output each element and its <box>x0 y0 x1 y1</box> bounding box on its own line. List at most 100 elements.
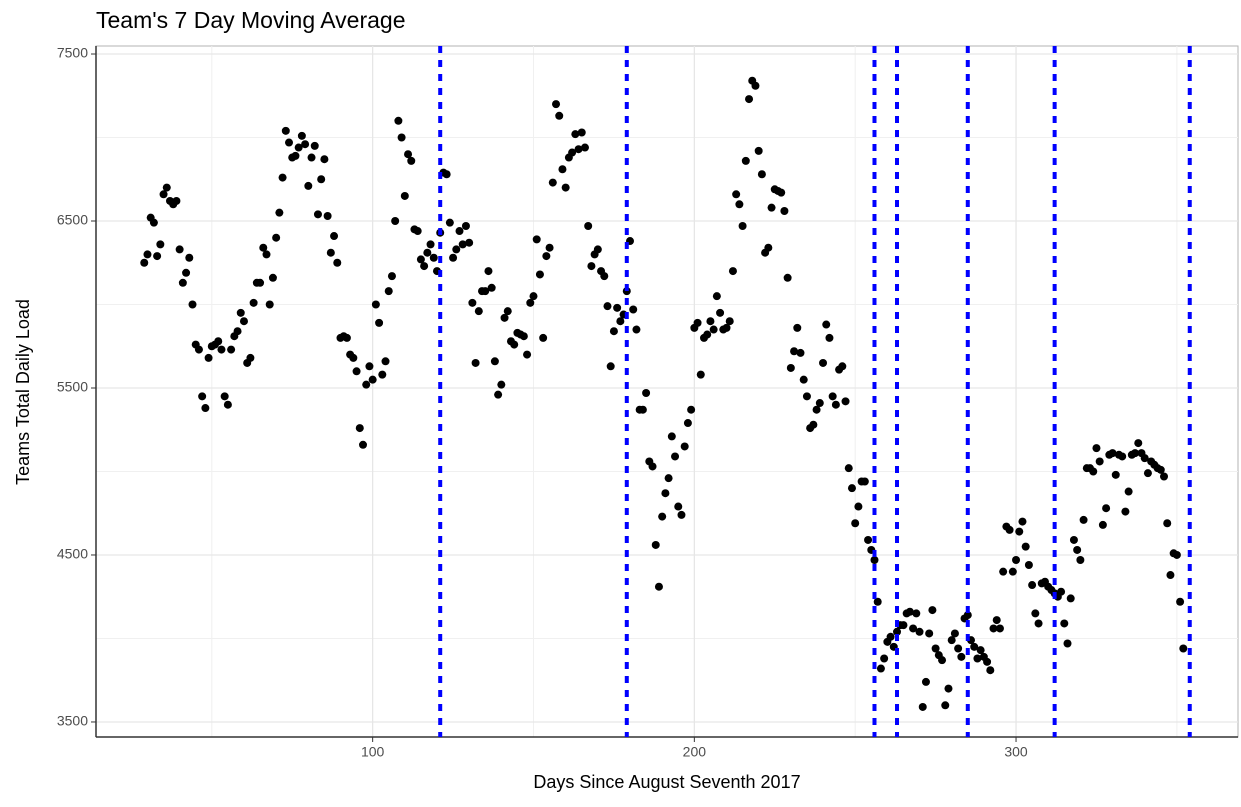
point <box>915 627 924 636</box>
point <box>825 333 834 342</box>
point <box>1092 444 1101 453</box>
point <box>214 337 223 346</box>
point <box>429 253 438 262</box>
point <box>947 636 956 645</box>
point <box>722 323 731 332</box>
point <box>941 701 950 710</box>
point <box>584 222 593 231</box>
x-tick-label: 300 <box>1004 744 1028 760</box>
point <box>1140 454 1149 463</box>
plot-background <box>95 45 1239 738</box>
point <box>706 317 715 326</box>
point <box>182 268 191 277</box>
point <box>188 300 197 309</box>
point <box>571 130 580 139</box>
point <box>297 131 306 140</box>
point <box>1015 527 1024 536</box>
point <box>983 657 992 666</box>
point <box>754 146 763 155</box>
point <box>1163 519 1172 528</box>
point <box>638 405 647 414</box>
point <box>217 345 226 354</box>
point <box>905 607 914 616</box>
point <box>629 305 638 314</box>
point <box>651 540 660 549</box>
point <box>172 196 181 205</box>
point <box>449 253 458 262</box>
x-tick-label: 100 <box>361 744 385 760</box>
point <box>745 95 754 104</box>
y-tick-label: 7500 <box>57 45 88 61</box>
point <box>680 442 689 451</box>
point <box>481 287 490 296</box>
point <box>732 190 741 199</box>
point <box>664 474 673 483</box>
point <box>658 512 667 521</box>
point <box>1018 517 1027 526</box>
point <box>198 392 207 401</box>
point <box>1008 567 1017 576</box>
point <box>751 81 760 90</box>
point <box>397 133 406 142</box>
point <box>474 307 483 316</box>
point <box>500 313 509 322</box>
point <box>552 100 561 109</box>
point <box>642 389 651 398</box>
point <box>616 317 625 326</box>
point <box>542 252 551 261</box>
point <box>452 245 461 254</box>
point <box>799 375 808 384</box>
point <box>394 116 403 125</box>
point <box>609 327 618 336</box>
point <box>204 353 213 362</box>
point <box>291 151 300 160</box>
point <box>413 227 422 236</box>
point <box>1095 457 1104 466</box>
point <box>899 621 908 630</box>
point <box>738 222 747 231</box>
point <box>420 262 429 271</box>
point <box>1089 467 1098 476</box>
point <box>847 484 856 493</box>
point <box>468 298 477 307</box>
point <box>1057 587 1066 596</box>
point <box>227 345 236 354</box>
point <box>912 609 921 618</box>
point <box>384 287 393 296</box>
point <box>301 140 310 149</box>
point <box>880 654 889 663</box>
point <box>1143 469 1152 478</box>
point <box>178 278 187 287</box>
point <box>239 317 248 326</box>
point <box>893 627 902 636</box>
point <box>703 330 712 339</box>
point <box>777 188 786 197</box>
point <box>1118 452 1127 461</box>
point <box>423 248 432 257</box>
point <box>185 253 194 262</box>
point <box>1066 594 1075 603</box>
point <box>677 510 686 519</box>
point <box>815 399 824 408</box>
point <box>873 597 882 606</box>
point <box>1124 487 1133 496</box>
point <box>1012 555 1021 564</box>
point <box>909 624 918 633</box>
point <box>561 183 570 192</box>
point <box>992 616 1001 625</box>
point <box>712 292 721 301</box>
point <box>1069 535 1078 544</box>
point <box>362 380 371 389</box>
point <box>574 145 583 154</box>
point <box>310 141 319 150</box>
point <box>307 153 316 162</box>
point <box>735 200 744 209</box>
point <box>687 405 696 414</box>
point <box>1102 504 1111 513</box>
point <box>786 363 795 372</box>
point <box>921 677 930 686</box>
point <box>426 240 435 249</box>
point <box>323 211 332 220</box>
point <box>603 302 612 311</box>
point <box>400 191 409 200</box>
